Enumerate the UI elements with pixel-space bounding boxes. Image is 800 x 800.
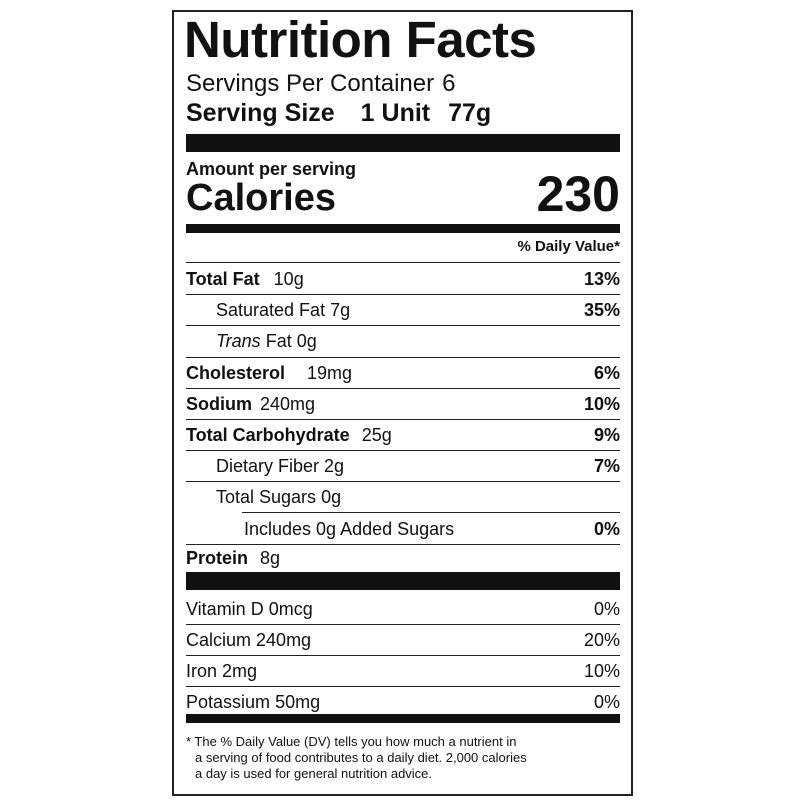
vitamin-row: Iron 2mg 10% <box>186 656 620 686</box>
serving-size-weight: 77g <box>448 99 492 127</box>
nutrient-name: Total Sugars <box>216 487 317 507</box>
nutrient-row: Sodium 240mg 10% <box>186 389 620 419</box>
rule <box>242 512 620 513</box>
nutrient-amount: 240mg <box>260 394 316 414</box>
nutrient-amount: Fat 0g <box>265 331 317 351</box>
nutrient-row: Total Sugars 0g <box>186 482 620 512</box>
vitamin-amount: 50mg <box>275 692 321 712</box>
nutrient-row: Total Carbohydrate 25g 9% <box>186 420 620 450</box>
nutrient-dv: 10% <box>583 394 620 414</box>
nutrition-label: Nutrition Facts Servings Per Container 6 … <box>172 10 633 796</box>
vitamin-amount: 0mcg <box>268 599 313 619</box>
nutrient-row: Total Fat 10g 13% <box>186 264 620 294</box>
nutrient-dv: 7% <box>593 456 620 476</box>
nutrient-row: Protein 8g <box>186 543 620 573</box>
vitamin-dv: 0% <box>593 599 620 619</box>
footnote-line: * The % Daily Value (DV) tells you how m… <box>186 734 517 749</box>
vitamin-amount: 240mg <box>256 630 312 650</box>
nutrient-amount: 8g <box>260 548 281 568</box>
vitamin-dv: 10% <box>583 661 620 681</box>
title: Nutrition Facts <box>184 11 537 68</box>
nutrient-amount: 7g <box>330 300 351 320</box>
rule <box>186 325 620 326</box>
rule <box>186 419 620 420</box>
nutrient-name: Cholesterol <box>186 363 286 383</box>
rule <box>186 450 620 451</box>
nutrient-amount: 0g <box>321 487 342 507</box>
nutrient-dv: 9% <box>593 425 620 445</box>
nutrient-name: Protein <box>186 548 249 568</box>
nutrient-amount: 2g <box>324 456 345 476</box>
serving-size: Serving Size 1 Unit 77g <box>186 99 491 128</box>
nutrient-amount: 25g <box>361 425 392 445</box>
nutrient-dv: 13% <box>583 269 620 289</box>
rule <box>186 655 620 656</box>
nutrient-row: Trans Fat 0g <box>186 326 620 356</box>
servings-value: 6 <box>442 70 456 97</box>
rule <box>186 262 620 263</box>
vitamin-dv: 0% <box>593 692 620 712</box>
rule <box>186 624 620 625</box>
vitamin-row: Calcium 240mg 20% <box>186 625 620 655</box>
nutrient-name: Includes 0g Added Sugars <box>244 519 455 539</box>
servings: Servings Per Container 6 <box>186 70 455 98</box>
nutrient-row: Cholesterol 19mg 6% <box>186 358 620 388</box>
medium-bar <box>186 714 620 723</box>
nutrient-row: Saturated Fat 7g 35% <box>186 295 620 325</box>
amount-per-serving: Amount per serving <box>186 159 357 179</box>
rule <box>186 686 620 687</box>
medium-bar <box>186 224 620 233</box>
nutrient-name: Total Fat <box>186 269 260 289</box>
footnote-line: a serving of food contributes to a daily… <box>195 750 527 765</box>
calories-label: Calories <box>186 177 336 219</box>
vitamin-row: Potassium 50mg 0% <box>186 687 620 717</box>
nutrient-name: Dietary Fiber <box>216 456 320 476</box>
nutrient-dv: 35% <box>583 300 620 320</box>
nutrient-name: Trans <box>216 331 261 351</box>
nutrient-amount: 19mg <box>307 363 353 383</box>
rule <box>186 544 620 545</box>
thick-bar <box>186 572 620 590</box>
nutrient-row: Dietary Fiber 2g 7% <box>186 451 620 481</box>
calories-value: 230 <box>536 166 620 222</box>
vitamin-name: Iron <box>186 661 218 681</box>
nutrient-name: Saturated Fat <box>216 300 326 320</box>
vitamin-name: Potassium <box>186 692 271 712</box>
nutrient-row: Includes 0g Added Sugars 0% <box>186 514 620 544</box>
nutrient-dv: 0% <box>593 519 620 539</box>
serving-size-label: Serving Size <box>186 99 335 127</box>
vitamin-name: Calcium <box>186 630 252 650</box>
serving-size-amount: 1 Unit <box>360 99 431 127</box>
vitamin-row: Vitamin D 0mcg 0% <box>186 594 620 624</box>
footnote-line: a day is used for general nutrition advi… <box>195 766 433 781</box>
rule <box>186 481 620 482</box>
thick-bar <box>186 134 620 152</box>
rule <box>186 357 620 358</box>
nutrient-amount: 10g <box>273 269 304 289</box>
vitamin-amount: 2mg <box>222 661 258 681</box>
nutrient-name: Sodium <box>186 394 252 414</box>
nutrient-dv: 6% <box>593 363 620 383</box>
vitamin-dv: 20% <box>583 630 620 650</box>
rule <box>186 294 620 295</box>
servings-label: Servings Per Container <box>186 70 435 97</box>
daily-value-header: % Daily Value* <box>517 238 620 255</box>
nutrient-name: Total Carbohydrate <box>186 425 350 445</box>
rule <box>186 388 620 389</box>
vitamin-name: Vitamin D <box>186 599 264 619</box>
